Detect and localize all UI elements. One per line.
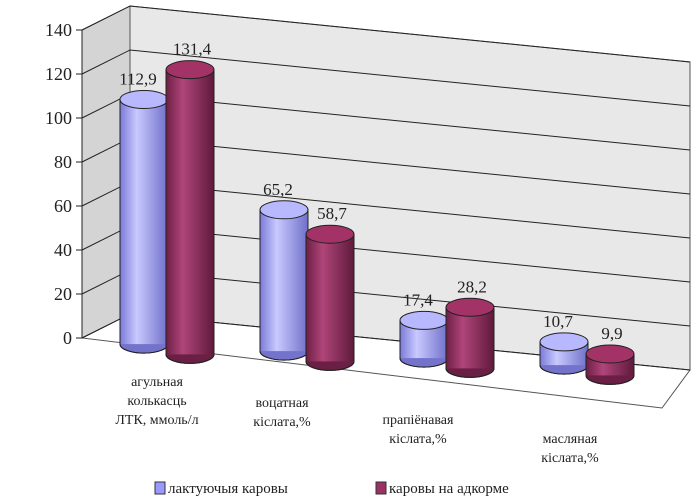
bar-2-1 [445, 297, 495, 378]
data-label: 112,9 [119, 69, 157, 88]
category-label-line: колькасць [127, 394, 186, 409]
bar-top [305, 224, 355, 244]
category-label-line: воцатная [255, 396, 309, 411]
legend-swatch [375, 481, 387, 495]
bar-3-0 [539, 332, 589, 375]
category-label-line: агульная [131, 375, 183, 390]
category-label-line: ЛТК, ммоль/л [115, 413, 198, 428]
bar-top [399, 310, 449, 330]
bar-body [260, 209, 308, 352]
y-tick-label: 20 [54, 284, 72, 304]
bar-top [259, 200, 309, 220]
category-label: прапiёнавая кiслата,% [383, 413, 454, 447]
category-label: масляная кiслата,% [541, 432, 599, 466]
y-tick-label: 40 [54, 240, 72, 260]
x-axis-categories: агульная колькасць ЛТК, ммоль/л воцатная кiс… [115, 375, 599, 466]
bar-base-arc [165, 354, 215, 364]
category-label: воцатная кiслата,% [253, 396, 311, 430]
bar-0-0 [119, 89, 169, 354]
data-label: 28,2 [457, 277, 487, 296]
gridline [81, 49, 691, 107]
bar-body [306, 234, 354, 362]
bar-2-0 [399, 310, 449, 368]
bar-base-arc [585, 375, 635, 385]
legend-label: каровы на адкорме [389, 481, 509, 497]
bar-top [119, 89, 169, 109]
data-labels: 112,9 131,4 65,2 58,7 17,4 28,2 10,7 9,9 [119, 40, 622, 343]
legend: лактуючыя каровы каровы на адкорме [154, 481, 509, 497]
data-label: 17,4 [403, 290, 433, 309]
category-label-line: кiслата,% [541, 451, 599, 466]
category-label-line: масляная [543, 432, 598, 447]
y-tick-label: 0 [63, 328, 72, 348]
gridline [81, 5, 691, 63]
bar-base-arc [445, 368, 495, 378]
y-tick-label: 140 [45, 20, 72, 40]
data-label: 65,2 [263, 180, 293, 199]
y-tick-label: 60 [54, 196, 72, 216]
y-axis: 0 20 40 60 80 100 120 140 [45, 20, 83, 348]
bar-body [166, 69, 214, 355]
data-label: 131,4 [173, 40, 212, 59]
bar-3-1 [585, 344, 635, 385]
bar-top [539, 332, 589, 352]
y-tick-label: 80 [54, 152, 72, 172]
bar-1-0 [259, 200, 309, 361]
category-label: агульная колькасць ЛТК, ммоль/л [115, 375, 198, 428]
bar-body [120, 99, 168, 345]
bars [119, 60, 635, 385]
category-label-line: кiслата,% [253, 415, 311, 430]
y-tick-label: 120 [45, 64, 72, 84]
legend-label: лактуючыя каровы [168, 481, 288, 497]
bar-top [585, 344, 635, 364]
data-label: 9,9 [601, 324, 622, 343]
bar-0-1 [165, 60, 215, 364]
bar-top [165, 60, 215, 80]
y-tick-label: 100 [45, 108, 72, 128]
bar-base-arc [305, 361, 355, 371]
bar-body [446, 307, 494, 369]
bar-top [445, 297, 495, 317]
category-label-line: прапiёнавая [383, 413, 454, 428]
data-label: 58,7 [317, 204, 347, 223]
data-label: 10,7 [543, 312, 573, 331]
legend-swatch [154, 481, 166, 495]
bar-1-1 [305, 224, 355, 371]
category-label-line: кiслата,% [389, 432, 447, 447]
